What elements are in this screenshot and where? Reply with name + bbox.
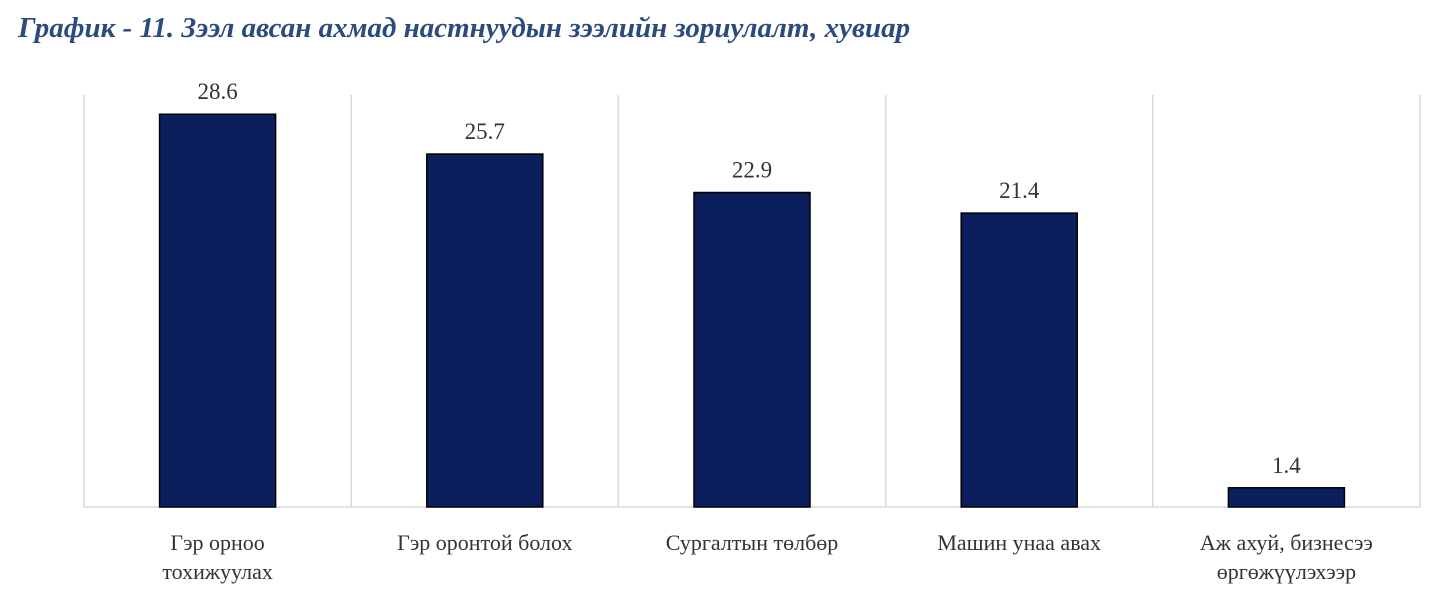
category-label: Аж ахуй, бизнесээ <box>1200 530 1373 555</box>
category-label: өргөжүүлэхээр <box>1217 559 1356 584</box>
chart-title: График - 11. Зээл авсан ахмад настнуудын… <box>18 12 911 44</box>
category-label: тохижуулах <box>162 559 273 584</box>
data-label: 28.6 <box>197 79 237 104</box>
bar <box>426 153 544 508</box>
bar <box>960 212 1078 508</box>
bar <box>158 113 277 508</box>
data-label: 21.4 <box>999 178 1040 203</box>
bar <box>1227 487 1346 508</box>
data-label: 1.4 <box>1272 453 1301 478</box>
bar <box>693 191 811 508</box>
category-label: Машин унаа авах <box>937 530 1101 555</box>
data-label: 22.9 <box>732 158 772 183</box>
category-label: Гэр оронтой болох <box>397 530 572 555</box>
category-label: Сургалтын төлбөр <box>666 530 839 555</box>
data-label: 25.7 <box>465 119 505 144</box>
category-label: Гэр орноо <box>170 530 264 555</box>
